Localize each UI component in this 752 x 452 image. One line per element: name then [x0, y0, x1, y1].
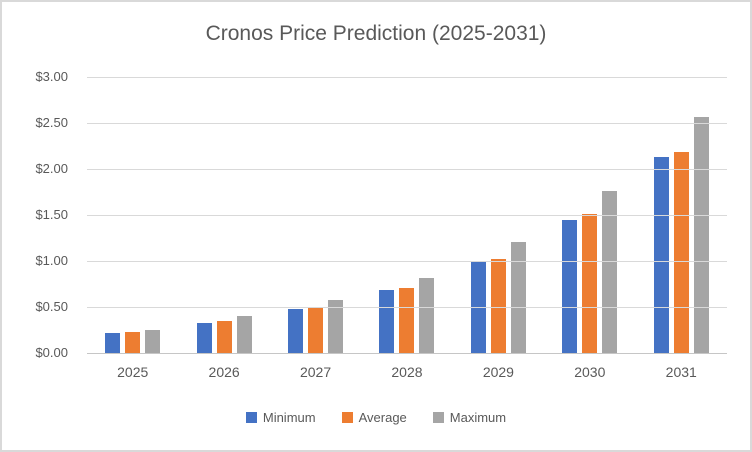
- chart-title: Cronos Price Prediction (2025-2031): [205, 22, 547, 45]
- legend-label: Minimum: [262, 410, 316, 425]
- legend-swatch-icon: [245, 412, 257, 423]
- bar-group-2030: [544, 77, 635, 353]
- x-axis-tick-label: 2031: [665, 364, 697, 380]
- bar-minimum-2028: [379, 290, 395, 353]
- gridline: [87, 77, 727, 78]
- legend-swatch-icon: [341, 412, 353, 423]
- x-axis: 2025 2026 2027 2028 2029 2030 2031: [87, 364, 727, 380]
- x-axis-tick-label: 2030: [574, 364, 606, 380]
- legend-label: Average: [358, 410, 407, 425]
- gridline: [87, 123, 727, 124]
- bar-group-2025: [87, 77, 178, 353]
- x-axis-tick-label: 2028: [391, 364, 423, 380]
- bar-group-2026: [178, 77, 269, 353]
- bar-maximum-2026: [236, 316, 252, 353]
- bar-maximum-2027: [328, 300, 344, 353]
- legend-item-minimum: Minimum: [245, 410, 316, 425]
- bar-group-2028: [361, 77, 452, 353]
- legend-item-average: Average: [341, 410, 407, 425]
- bar-maximum-2029: [510, 242, 526, 353]
- y-axis-tick-label: $2.50: [35, 115, 68, 130]
- gridline: [87, 261, 727, 262]
- y-axis-tick-label: $2.00: [35, 161, 68, 176]
- x-axis-tick-label: 2029: [482, 364, 514, 380]
- bar-groups: [87, 77, 727, 353]
- plot-area: [87, 77, 727, 354]
- gridline: [87, 215, 727, 216]
- bar-minimum-2030: [562, 220, 578, 353]
- y-axis-tick-label: $1.00: [35, 253, 68, 268]
- legend-swatch-icon: [432, 412, 444, 423]
- legend-label: Maximum: [449, 410, 507, 425]
- bar-minimum-2031: [653, 157, 669, 353]
- gridline: [87, 353, 727, 354]
- y-axis-tick-label: $0.00: [35, 345, 68, 360]
- bar-maximum-2025: [145, 330, 161, 353]
- bar-maximum-2031: [693, 117, 709, 353]
- y-axis-tick-label: $3.00: [35, 69, 68, 84]
- legend: Minimum Average Maximum: [2, 410, 750, 425]
- y-axis-tick-label: $1.50: [35, 207, 68, 222]
- x-axis-tick-label: 2027: [299, 364, 332, 380]
- bar-average-2031: [673, 152, 689, 353]
- bar-average-2030: [582, 214, 598, 353]
- bar-minimum-2025: [105, 333, 121, 353]
- bar-group-2027: [270, 77, 361, 353]
- gridline: [87, 307, 727, 308]
- bar-average-2026: [216, 321, 232, 353]
- bar-average-2025: [125, 332, 141, 353]
- y-axis: $3.00 $2.50 $2.00 $1.50 $1.00 $0.50 $0.00: [2, 2, 78, 450]
- bar-maximum-2030: [602, 191, 618, 353]
- bar-average-2029: [490, 259, 506, 353]
- bar-group-2031: [636, 77, 727, 353]
- bar-average-2027: [308, 307, 324, 353]
- bar-minimum-2026: [196, 323, 212, 353]
- bar-maximum-2028: [419, 278, 435, 353]
- y-axis-tick-label: $0.50: [35, 299, 68, 314]
- legend-item-maximum: Maximum: [432, 410, 507, 425]
- x-axis-tick-label: 2026: [208, 364, 240, 380]
- gridline: [87, 169, 727, 170]
- bar-minimum-2027: [288, 309, 304, 353]
- bar-average-2028: [399, 288, 415, 353]
- x-axis-tick-label: 2025: [117, 364, 149, 380]
